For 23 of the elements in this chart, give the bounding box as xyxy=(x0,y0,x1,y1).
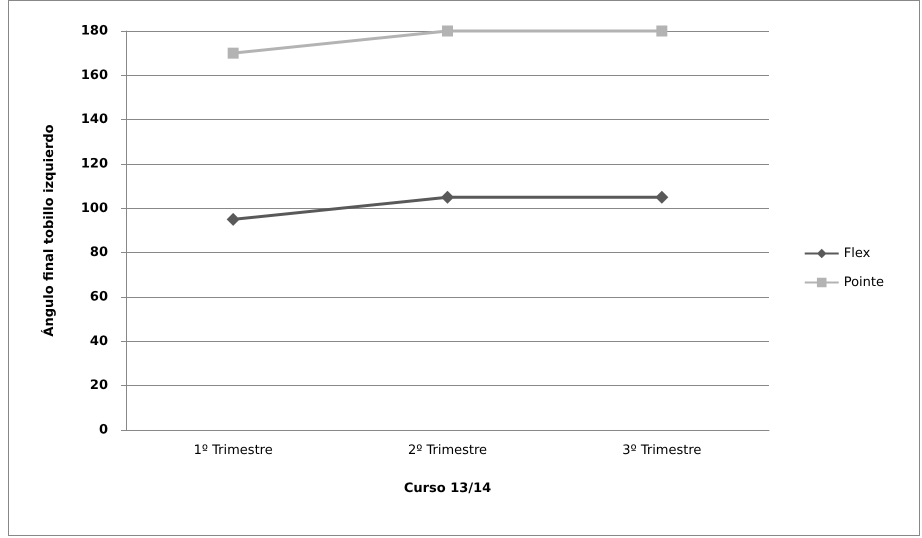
point xyxy=(656,26,668,36)
legend-label: Pointe xyxy=(844,275,884,290)
y-tick-label: 80 xyxy=(90,245,108,260)
x-axis-title: Curso 13/14 xyxy=(404,481,492,496)
y-tick-label: 0 xyxy=(98,422,108,438)
y-axis-title: Ángulo final tobillo izquierdo xyxy=(40,124,57,337)
y-tick-label: 160 xyxy=(80,68,108,83)
x-tick-label: 1º Trimestre xyxy=(194,443,273,458)
point xyxy=(655,190,668,204)
y-tick-label: 120 xyxy=(80,156,108,172)
point xyxy=(228,48,239,59)
y-tick-label: 100 xyxy=(80,200,108,216)
x-tick-label: 2º Trimestre xyxy=(408,443,488,458)
legend-label: Flex xyxy=(844,246,871,261)
point xyxy=(441,190,454,204)
y-tick-label: 140 xyxy=(80,112,108,128)
y-tick-label: 20 xyxy=(90,378,108,394)
point xyxy=(442,26,453,36)
point xyxy=(226,212,240,226)
y-tick-label: 60 xyxy=(90,290,108,304)
y-tick-label: 180 xyxy=(80,24,108,38)
x-tick-label: 3º Trimestre xyxy=(622,443,702,458)
y-tick-label: 40 xyxy=(90,334,108,349)
